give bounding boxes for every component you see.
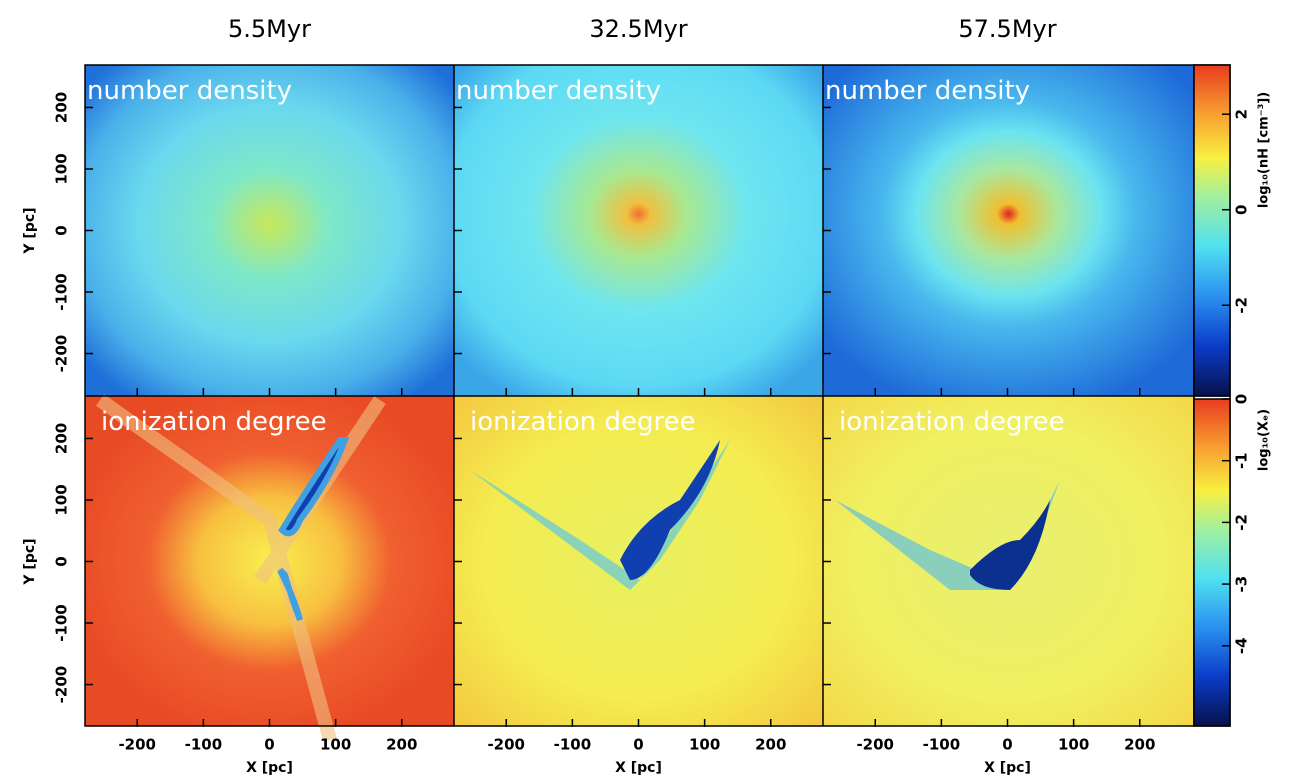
y-tick-label: -100 [53,273,71,311]
y-axis-label: Y [pc] [22,207,38,254]
y-tick-label: -100 [53,604,71,642]
x-tick-label: 100 [1058,736,1089,754]
y-tick-label: 200 [53,423,71,454]
x-tick-label: 0 [264,736,274,754]
x-tick-label: 100 [320,736,351,754]
neutral-clump [620,440,720,580]
x-axis-label: X [pc] [984,760,1031,776]
y-tick-label: 100 [53,484,71,515]
panel-label: number density [456,76,661,106]
neutral-clump [970,500,1050,590]
colorbar [1193,398,1231,727]
filament [835,480,1060,590]
colorbar-tick-label: -2 [1233,297,1251,314]
y-tick-label: 0 [53,225,71,235]
x-tick-label: 0 [633,736,643,754]
colorbar-tick-label: -4 [1233,637,1251,654]
x-tick-label: 100 [689,736,720,754]
y-tick-label: 200 [53,92,71,123]
x-tick-label: -200 [487,736,525,754]
colorbar-label: log₁₀(nH [cm⁻³]) [1257,92,1272,208]
y-tick-label: -200 [53,666,71,704]
density-map [454,65,823,396]
y-tick-label: -200 [53,335,71,373]
y-tick-label: 100 [53,153,71,184]
x-tick-label: 200 [755,736,786,754]
column-title: 5.5Myr [228,15,311,43]
filament [470,440,730,590]
maps [84,64,1231,742]
y-axis-label: Y [pc] [22,538,38,585]
x-tick-label: 200 [386,736,417,754]
column-title: 57.5Myr [958,15,1056,43]
x-tick-label: -200 [118,736,156,754]
column-title: 32.5Myr [589,15,687,43]
colorbar-label: log₁₀(Xₑ) [1257,409,1272,471]
colorbar-tick-label: 0 [1233,394,1251,404]
panel-label: ionization degree [470,407,696,437]
x-tick-label: -100 [554,736,592,754]
x-tick-label: -100 [923,736,961,754]
colorbar [1193,64,1231,397]
colorbar-tick-label: -2 [1233,514,1251,531]
density-map [823,65,1194,396]
neutral-clump [277,437,350,622]
x-tick-label: -100 [185,736,223,754]
y-tick-label: 0 [53,556,71,566]
colorbar-tick-label: -1 [1233,452,1251,469]
x-tick-label: -200 [856,736,894,754]
x-tick-label: 0 [1002,736,1012,754]
x-axis-label: X [pc] [246,760,293,776]
panel-label: number density [87,76,292,106]
colorbar-tick-label: -3 [1233,576,1251,593]
panel-label: number density [825,76,1030,106]
x-tick-label: 200 [1124,736,1155,754]
panel-label: ionization degree [101,407,327,437]
panel-label: ionization degree [839,407,1065,437]
colorbar-tick-label: 0 [1233,205,1251,215]
x-axis-label: X [pc] [615,760,662,776]
density-map [85,65,454,396]
colorbar-tick-label: 2 [1233,109,1251,119]
